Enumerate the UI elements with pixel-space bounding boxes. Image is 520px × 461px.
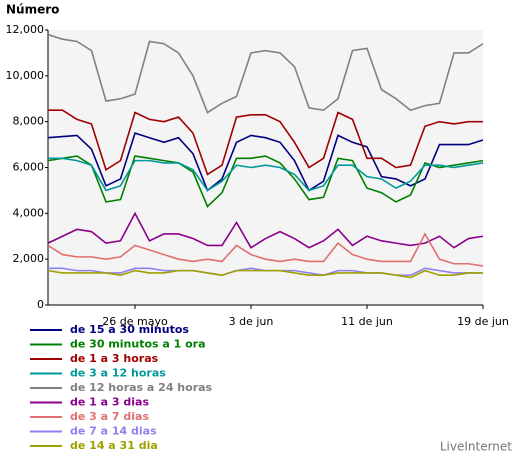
legend-label: de 3 a 12 horas (70, 367, 166, 380)
series-line (47, 211, 484, 249)
footer: LiveInternet (440, 440, 512, 454)
y-tick-label: 0 (37, 298, 44, 311)
x-tick-label: 11 de jun (341, 315, 393, 328)
series-line (48, 157, 484, 192)
series-line (48, 109, 483, 176)
x-tick-label: 19 de jun (457, 315, 509, 328)
legend-label: de 7 a 14 dias (70, 425, 157, 438)
y-tick-label: 12,000 (6, 23, 45, 36)
y-tick-label: 2,000 (13, 252, 45, 265)
series-line (47, 269, 483, 279)
y-tick-label: 10,000 (6, 69, 45, 82)
x-tick-label: 26 de mayo (102, 315, 168, 328)
series-line (47, 132, 484, 192)
legend-label: de 3 a 7 dias (70, 410, 149, 423)
y-tick-label: 8,000 (13, 115, 45, 128)
legend-label: de 15 a 30 minutos (70, 323, 189, 336)
plot-area (48, 30, 483, 305)
legend-label: de 30 minutos a 1 ora (70, 338, 206, 351)
series-line (47, 33, 484, 114)
y-tick-label: 4,000 (13, 206, 45, 219)
chart-title: Número (6, 3, 59, 17)
x-tick-label: 3 de jun (229, 315, 274, 328)
legend-label: de 1 a 3 horas (70, 352, 159, 365)
series-line (47, 155, 484, 208)
legend-label: de 1 a 3 dias (70, 396, 149, 409)
series-line (47, 232, 484, 267)
y-tick-label: 6,000 (13, 161, 45, 174)
legend-label: de 14 a 31 dia (70, 439, 158, 452)
legend-label: de 12 horas a 24 horas (70, 381, 213, 394)
